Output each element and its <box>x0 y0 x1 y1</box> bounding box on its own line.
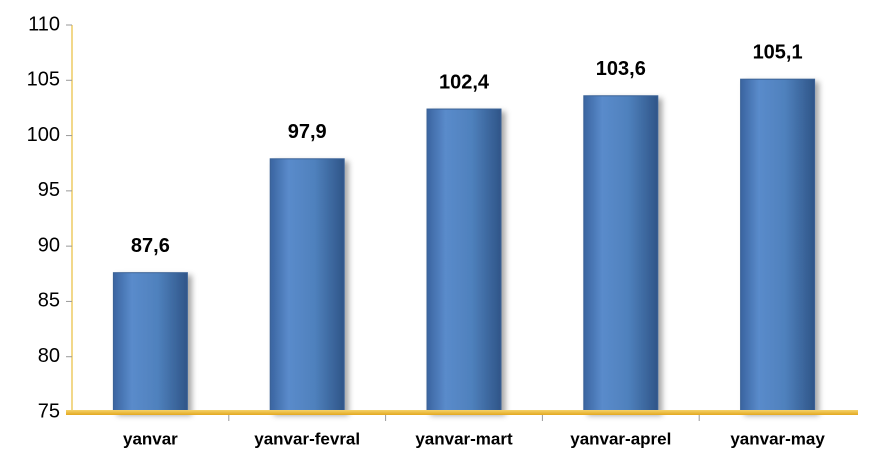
value-label: 102,4 <box>439 71 490 93</box>
y-tick-label: 110 <box>28 13 60 35</box>
x-tick-label: yanvar-fevral <box>254 429 360 448</box>
x-axis <box>66 410 858 415</box>
x-tick-label: yanvar-may <box>730 429 825 448</box>
y-tick-label: 95 <box>38 179 60 201</box>
y-tick-label: 105 <box>27 69 60 91</box>
y-tick-label: 100 <box>27 124 60 146</box>
y-tick-label: 85 <box>38 290 60 312</box>
x-tick-label: yanvar-mart <box>415 429 513 448</box>
y-tick-label: 75 <box>38 400 60 422</box>
value-label: 103,6 <box>596 58 646 80</box>
value-label: 97,9 <box>288 121 327 143</box>
value-label: 87,6 <box>131 235 170 257</box>
bar <box>583 95 659 413</box>
bar <box>426 108 502 413</box>
bar <box>740 78 816 413</box>
y-tick-label: 90 <box>38 234 60 256</box>
y-tick-label: 80 <box>38 345 60 367</box>
x-tick-label: yanvar-aprel <box>570 429 671 448</box>
bar <box>269 158 345 413</box>
value-label: 105,1 <box>753 41 803 63</box>
x-tick-label: yanvar <box>123 429 178 448</box>
bar <box>112 272 188 413</box>
